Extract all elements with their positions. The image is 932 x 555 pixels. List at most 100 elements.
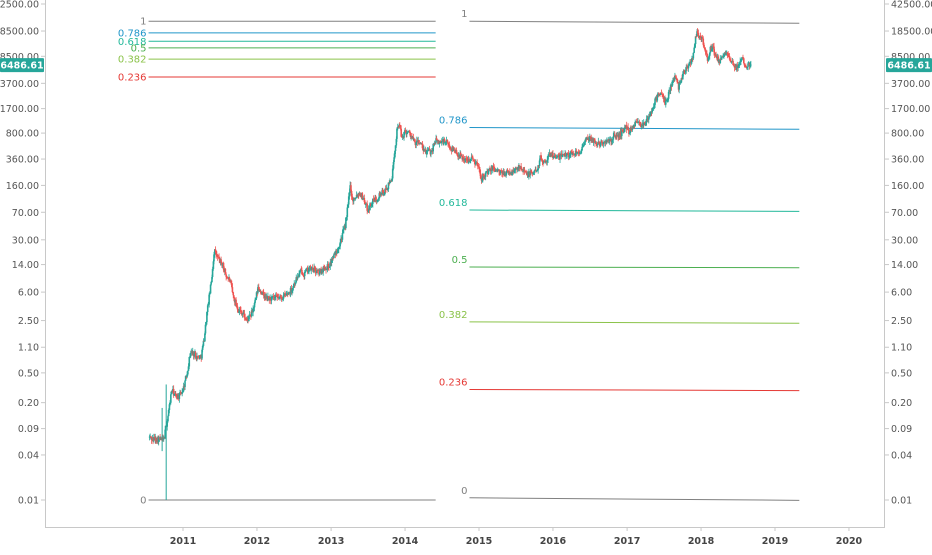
y-tick-label-right: 0.50 — [891, 368, 912, 379]
candle-body — [410, 135, 412, 137]
candle-body — [602, 142, 605, 145]
candle-body — [397, 126, 400, 128]
candle-body — [577, 151, 580, 153]
candle-body — [428, 149, 431, 151]
candle-body — [225, 276, 228, 278]
candle-body — [510, 173, 513, 175]
candle-body — [399, 127, 402, 129]
fib-level-label: 1 — [140, 17, 146, 28]
fib-level-label: 0.236 — [118, 72, 147, 83]
candle-body — [200, 354, 203, 359]
candle-body — [406, 131, 409, 133]
candle-body — [196, 355, 199, 357]
y-tick-label-right: 1.10 — [891, 343, 912, 354]
candle-body — [697, 32, 700, 37]
candle-body — [640, 126, 643, 127]
candle-body — [528, 172, 530, 177]
candle-body — [337, 249, 339, 252]
candle-body — [423, 148, 426, 151]
candle-body — [701, 36, 703, 39]
candle-body — [440, 142, 442, 144]
candle-body — [270, 297, 273, 301]
candle-body — [742, 57, 744, 59]
candle-body — [746, 66, 749, 68]
candle-body — [238, 309, 241, 312]
candle-body — [202, 340, 205, 346]
candle-body — [285, 294, 288, 295]
candle-body — [485, 171, 488, 173]
candle-body — [304, 270, 307, 272]
candle-body — [562, 154, 564, 155]
candle-body — [172, 388, 174, 392]
candle-body — [608, 140, 611, 141]
candle-body — [743, 63, 746, 66]
candle-body — [680, 78, 683, 83]
candle-body — [299, 269, 302, 272]
candle-body — [361, 193, 364, 200]
candle-body — [411, 135, 413, 138]
candle-body — [563, 154, 566, 157]
candle-body — [546, 159, 549, 162]
candle-body — [500, 170, 503, 171]
candle-body — [654, 98, 656, 105]
candle-body — [519, 166, 522, 169]
candle-body — [435, 138, 437, 143]
fib-level-line — [469, 497, 800, 501]
candle-body — [657, 93, 659, 96]
candle-body — [411, 136, 414, 138]
candle-body — [674, 76, 677, 78]
candle-body — [503, 174, 506, 176]
y-tick-label-left: 8500.00 — [0, 52, 39, 63]
candle-body — [390, 180, 393, 182]
candle-body — [160, 437, 163, 440]
candle-body — [589, 136, 591, 142]
candle-body — [692, 52, 695, 59]
y-tick-label-left: 3700.00 — [0, 79, 39, 90]
candle-body — [469, 158, 472, 162]
candle-body — [350, 185, 352, 192]
candle-body — [335, 250, 337, 255]
candle-body — [299, 271, 301, 274]
candle-body — [357, 193, 360, 196]
candle-body — [409, 132, 412, 137]
candle-body — [274, 297, 276, 299]
candle-body — [582, 145, 585, 147]
candle-body — [703, 44, 705, 49]
candle-body — [593, 138, 595, 140]
candle-body — [581, 146, 584, 148]
candle-body — [238, 311, 240, 313]
candle-body — [455, 150, 458, 154]
y-tick-label-left: 0.01 — [18, 496, 39, 507]
candle-body — [655, 97, 658, 101]
candle-body — [550, 155, 553, 157]
candle-body — [679, 82, 682, 84]
candle-body — [171, 391, 174, 393]
candle-body — [610, 139, 612, 142]
candle-body — [293, 283, 296, 286]
candle-body — [589, 136, 592, 138]
candle-body — [318, 271, 321, 275]
candle-body — [642, 122, 645, 126]
candle-body — [282, 298, 284, 300]
candle-body — [186, 374, 188, 378]
candle-body — [694, 36, 697, 45]
candle-body — [381, 190, 384, 193]
candle-body — [201, 349, 203, 359]
candle-body — [216, 255, 219, 258]
candle-body — [713, 52, 716, 55]
candle-body — [537, 165, 540, 166]
candle-body — [169, 402, 171, 405]
candle-body — [682, 73, 684, 80]
candle-body — [388, 182, 391, 184]
candle-body — [725, 52, 727, 55]
candle-body — [288, 292, 290, 293]
candle-body — [218, 257, 220, 260]
candle-body — [433, 144, 435, 145]
candle-body — [529, 170, 532, 175]
candle-body — [227, 277, 229, 279]
candle-body — [206, 305, 209, 313]
candle-body — [340, 238, 343, 240]
candle-body — [298, 273, 300, 277]
